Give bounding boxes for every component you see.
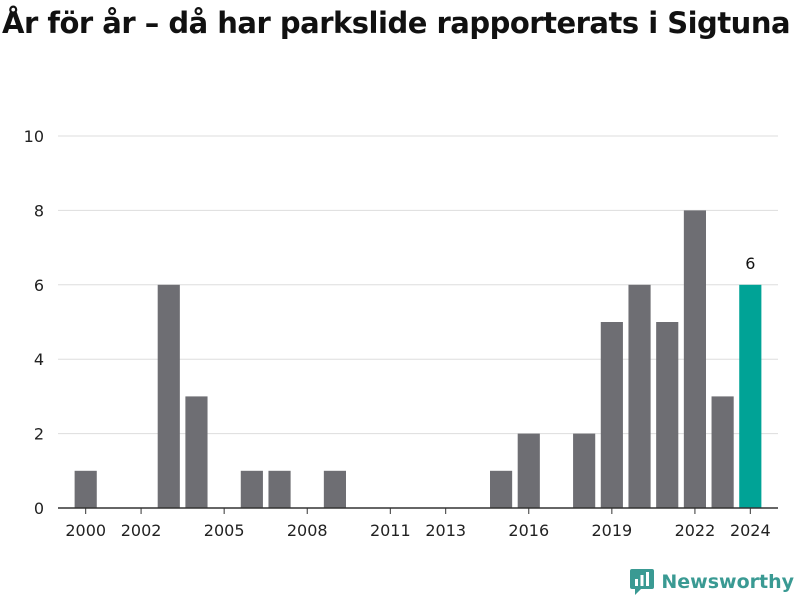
- bar-2004: [185, 396, 208, 508]
- bar-2016: [517, 433, 540, 508]
- bars: [74, 210, 762, 508]
- x-tick-label: 2002: [121, 521, 162, 540]
- x-tick-label: 2008: [287, 521, 328, 540]
- bar-2024: [739, 284, 762, 508]
- x-tick-label: 2000: [65, 521, 106, 540]
- x-tick-label: 2013: [425, 521, 466, 540]
- bar-2022: [683, 210, 706, 508]
- y-tick-label: 10: [24, 127, 44, 146]
- y-tick-label: 4: [34, 350, 44, 369]
- bar-2009: [323, 470, 346, 508]
- x-tick-label: 2019: [591, 521, 632, 540]
- bar-2015: [490, 470, 513, 508]
- brand-name: Newsworthy: [661, 571, 794, 593]
- x-tick-label: 2024: [730, 521, 771, 540]
- bar-2018: [573, 433, 596, 508]
- bar-2006: [240, 470, 263, 508]
- brand-footer: Newsworthy: [629, 568, 794, 596]
- x-tick-label: 2011: [370, 521, 411, 540]
- x-tick-label: 2022: [675, 521, 716, 540]
- bar-chart: 0 2 4 6 8 10 2000 2002 2005 2008 2011 2013 2016 2019 2…: [24, 127, 778, 540]
- bar-2020: [628, 284, 651, 508]
- x-tick-label: 2016: [508, 521, 549, 540]
- labels: 0 2 4 6 8 10 2000 2002 2005 2008 2011 2013 2016 2019 2…: [24, 127, 771, 540]
- axes: [58, 507, 778, 514]
- bar-2007: [268, 470, 291, 508]
- bar-2003: [157, 284, 180, 508]
- y-tick-label: 6: [34, 276, 44, 295]
- bar-2019: [600, 322, 623, 508]
- highlight-data-label: 6: [745, 254, 755, 273]
- y-tick-label: 2: [34, 425, 44, 444]
- x-tick-label: 2005: [204, 521, 245, 540]
- y-tick-label: 8: [34, 201, 44, 220]
- bar-2000: [74, 470, 97, 508]
- bar-2021: [656, 322, 679, 508]
- bar-2023: [711, 396, 734, 508]
- newsworthy-logo-icon: [630, 569, 655, 595]
- chart-title: År för år – då har parkslide rapporterat…: [2, 6, 791, 40]
- y-tick-label: 0: [34, 499, 44, 518]
